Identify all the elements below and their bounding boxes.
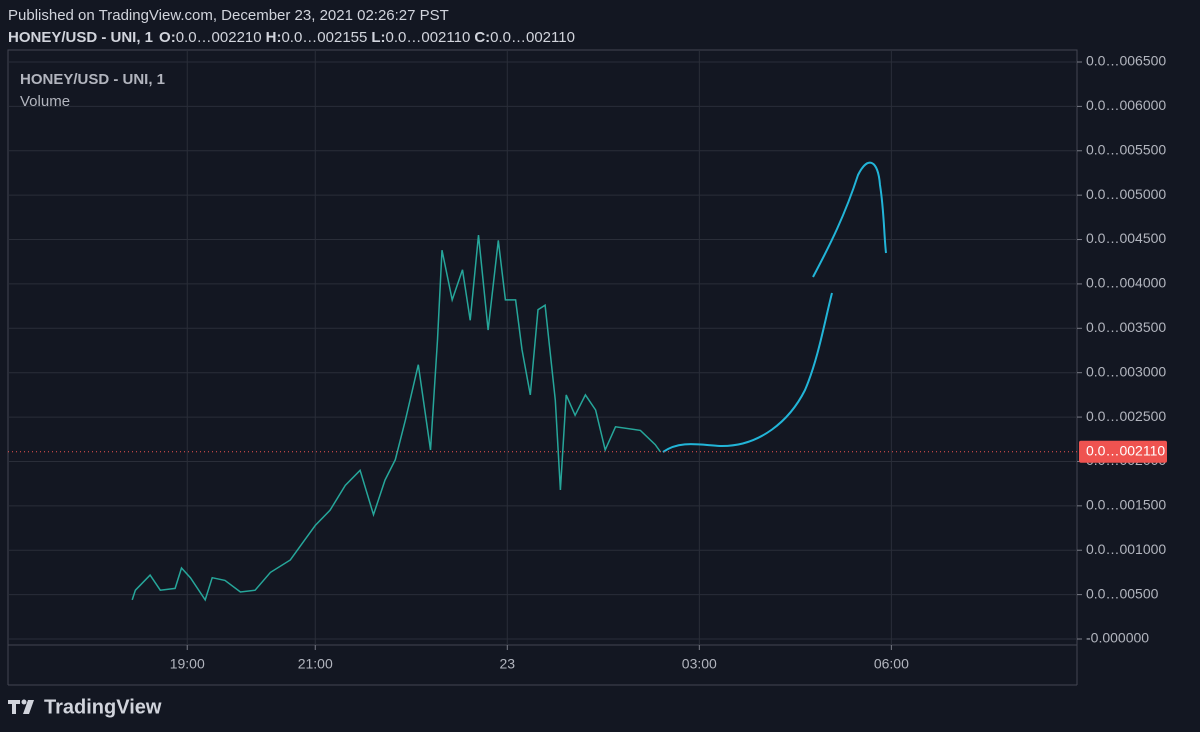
y-tick-label: 0.0…004500: [1086, 230, 1166, 246]
y-tick-label: 0.0…002500: [1086, 408, 1166, 424]
x-tick-label: 06:00: [874, 656, 909, 672]
logo: [8, 699, 34, 714]
pane-legend: HONEY/USD - UNI, 1: [20, 71, 165, 88]
symbol: HONEY/USD - UNI, 1: [8, 29, 153, 46]
y-tick-label: 0.0…001500: [1086, 497, 1166, 513]
last-price-label: 0.0…002110: [1086, 442, 1165, 458]
x-tick-label: 03:00: [682, 656, 717, 672]
y-tick-label: 0.0…005000: [1086, 186, 1166, 202]
x-tick-label: 21:00: [298, 656, 333, 672]
logo-icon: [12, 700, 16, 714]
y-tick-label: 0.0…001000: [1086, 541, 1166, 557]
y-tick-label: 0.0…006000: [1086, 97, 1166, 113]
plot: [131, 235, 661, 602]
last-price-box: [1079, 440, 1167, 463]
drawing: [662, 292, 833, 453]
drawing: [812, 161, 887, 278]
ohlc-key: O:: [159, 29, 176, 46]
y-tick-label: 0.0…004000: [1086, 275, 1166, 291]
ohlc-key: H:: [266, 29, 282, 46]
y-tick-label: 0.0…003000: [1086, 363, 1166, 379]
x-tick-label: 23: [500, 656, 516, 672]
logo-icon: [23, 700, 34, 714]
ohlc-key: C:: [474, 29, 490, 46]
x-tick-label: 19:00: [170, 656, 205, 672]
y-tick-label: 0.0…00500: [1086, 585, 1159, 601]
y-tick-label: 0.0…003500: [1086, 319, 1166, 335]
price-line: [131, 235, 661, 602]
y-tick-label: 0.0…005500: [1086, 141, 1166, 157]
pane-legend: Volume: [20, 93, 70, 110]
grid: [8, 50, 1077, 645]
ohlc-value: 0.0…002110: [386, 29, 471, 46]
ohlc-value: 0.0…002210: [176, 29, 262, 46]
published-line: Published on TradingView.com, December 2…: [8, 7, 449, 24]
ohlc-value: 0.0…002110: [490, 29, 575, 46]
ohlc-value: 0.0…002155: [281, 29, 367, 46]
y-tick-label: -0.000000: [1086, 630, 1149, 646]
brand: TradingView: [44, 696, 162, 718]
y-tick-label: 0.0…006500: [1086, 53, 1166, 69]
ohlc-key: L:: [371, 29, 385, 46]
symbol-header: HONEY/USD - UNI, 1 O:0.0…002210 H:0.0…0021…: [8, 29, 575, 46]
logo-icon: [21, 699, 27, 705]
